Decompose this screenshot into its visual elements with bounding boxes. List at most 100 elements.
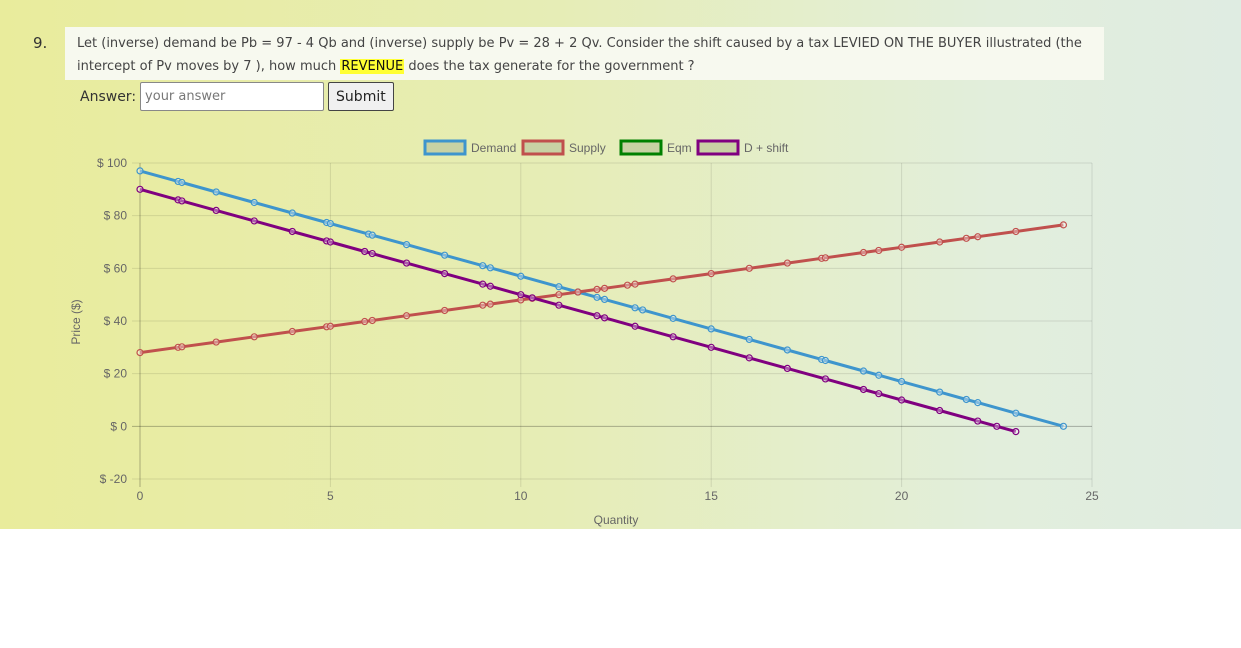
data-point[interactable]	[517, 296, 525, 304]
data-point[interactable]	[962, 395, 970, 404]
submit-button[interactable]: Submit	[328, 82, 394, 111]
data-point[interactable]	[974, 417, 982, 425]
data-point[interactable]	[859, 367, 868, 375]
data-point[interactable]	[993, 422, 1001, 430]
data-point[interactable]	[1012, 409, 1020, 417]
data-point[interactable]	[936, 388, 944, 396]
data-point[interactable]	[517, 272, 525, 280]
data-point[interactable]	[821, 375, 830, 383]
data-point[interactable]	[859, 385, 868, 394]
data-point[interactable]	[783, 364, 791, 372]
legend-item[interactable]: Eqm	[619, 139, 692, 156]
data-point[interactable]	[178, 343, 186, 351]
data-point[interactable]	[555, 283, 563, 291]
data-point[interactable]	[783, 346, 791, 354]
data-point[interactable]	[326, 322, 334, 330]
data-point[interactable]	[178, 178, 186, 187]
data-point[interactable]	[574, 288, 582, 296]
data-point[interactable]	[897, 377, 906, 386]
data-point[interactable]	[897, 396, 906, 404]
legend-item[interactable]: Demand	[423, 139, 516, 156]
data-point[interactable]	[783, 259, 791, 267]
data-point[interactable]	[745, 264, 753, 272]
data-point[interactable]	[669, 275, 677, 283]
data-point[interactable]	[555, 291, 563, 299]
data-point[interactable]	[479, 262, 487, 270]
data-point[interactable]	[368, 249, 376, 258]
data-point[interactable]	[707, 270, 715, 278]
x-tick-label: 10	[514, 489, 528, 503]
data-point[interactable]	[288, 209, 296, 217]
data-point[interactable]	[361, 317, 369, 326]
data-point[interactable]	[212, 206, 220, 215]
data-point[interactable]	[486, 282, 494, 290]
data-point[interactable]	[936, 406, 944, 415]
data-point[interactable]	[631, 322, 639, 330]
data-point[interactable]	[600, 284, 609, 292]
data-point[interactable]	[250, 198, 258, 207]
data-point[interactable]	[528, 294, 536, 302]
data-point[interactable]	[326, 238, 334, 246]
data-point[interactable]	[368, 231, 376, 239]
data-point[interactable]	[631, 304, 639, 312]
answer-input[interactable]	[140, 82, 325, 111]
legend-item[interactable]: Supply	[521, 139, 606, 156]
data-point[interactable]	[136, 167, 144, 175]
data-point[interactable]	[600, 314, 609, 322]
data-point[interactable]	[1012, 227, 1020, 236]
data-point[interactable]	[1059, 221, 1068, 229]
data-point[interactable]	[368, 316, 376, 325]
data-point[interactable]	[441, 306, 449, 315]
data-point[interactable]	[361, 247, 369, 256]
data-point[interactable]	[745, 335, 753, 344]
data-point[interactable]	[974, 233, 982, 241]
data-point[interactable]	[936, 238, 944, 246]
data-point[interactable]	[250, 217, 258, 225]
data-point[interactable]	[593, 293, 601, 301]
data-point[interactable]	[962, 234, 970, 242]
data-point[interactable]	[479, 280, 487, 288]
data-point[interactable]	[669, 333, 677, 341]
data-point[interactable]	[875, 390, 883, 398]
data-point[interactable]	[178, 197, 186, 205]
data-point[interactable]	[897, 243, 906, 251]
data-point[interactable]	[136, 185, 144, 193]
data-point[interactable]	[288, 327, 296, 336]
data-point[interactable]	[623, 281, 632, 289]
data-point[interactable]	[745, 354, 753, 362]
data-point[interactable]	[402, 259, 411, 267]
data-point[interactable]	[875, 246, 883, 255]
data-point[interactable]	[593, 312, 601, 320]
data-point[interactable]	[707, 325, 715, 333]
legend-item[interactable]: D + shift	[696, 139, 789, 156]
data-point[interactable]	[859, 248, 868, 257]
data-point[interactable]	[1059, 422, 1068, 430]
data-point[interactable]	[486, 300, 494, 308]
data-point[interactable]	[402, 312, 411, 320]
data-point[interactable]	[600, 295, 609, 304]
data-point[interactable]	[250, 333, 258, 341]
data-point[interactable]	[441, 251, 449, 259]
data-point[interactable]	[821, 356, 830, 365]
data-point[interactable]	[639, 306, 647, 314]
data-point[interactable]	[1012, 428, 1020, 436]
data-point[interactable]	[593, 285, 601, 293]
data-point[interactable]	[707, 343, 715, 351]
data-point[interactable]	[212, 188, 220, 196]
data-point[interactable]	[479, 301, 487, 309]
data-point[interactable]	[875, 371, 883, 379]
data-point[interactable]	[212, 338, 220, 346]
data-point[interactable]	[555, 301, 563, 309]
data-point[interactable]	[441, 270, 449, 278]
data-point[interactable]	[136, 349, 144, 357]
data-point[interactable]	[631, 280, 639, 288]
data-point[interactable]	[402, 241, 411, 249]
data-point[interactable]	[486, 264, 494, 272]
data-point[interactable]	[517, 291, 525, 299]
data-point[interactable]	[326, 219, 334, 228]
data-point[interactable]	[669, 314, 677, 322]
data-point[interactable]	[288, 227, 296, 236]
data-point[interactable]	[821, 254, 830, 262]
data-point[interactable]	[974, 399, 982, 407]
chart-grid	[132, 162, 1093, 487]
